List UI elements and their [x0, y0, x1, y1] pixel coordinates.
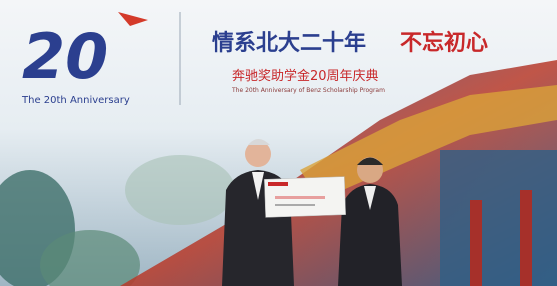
pillar: [470, 200, 482, 286]
subtitle-en: The 20th Anniversary of Benz Scholarship…: [231, 87, 385, 94]
subtitle: 奔驰奖助学金20周年庆典: [232, 68, 379, 84]
cheque-line: [275, 196, 325, 199]
photo: 20 The 20th Anniversary 情系北大二十年 不忘初心 奔驰奖…: [0, 0, 557, 286]
page: 20 The 20th Anniversary 情系北大二十年 不忘初心 奔驰奖…: [0, 0, 557, 286]
tree: [125, 155, 235, 225]
temple-wall: [440, 150, 557, 286]
slogan: 不忘初心: [400, 30, 488, 56]
cheque-line: [275, 204, 315, 206]
pillar: [520, 190, 532, 286]
headline: 情系北大二十年: [212, 30, 366, 56]
logo-number: 20: [22, 20, 108, 93]
logo-caption: The 20th Anniversary: [21, 95, 130, 106]
cheque-logo: [268, 182, 288, 186]
